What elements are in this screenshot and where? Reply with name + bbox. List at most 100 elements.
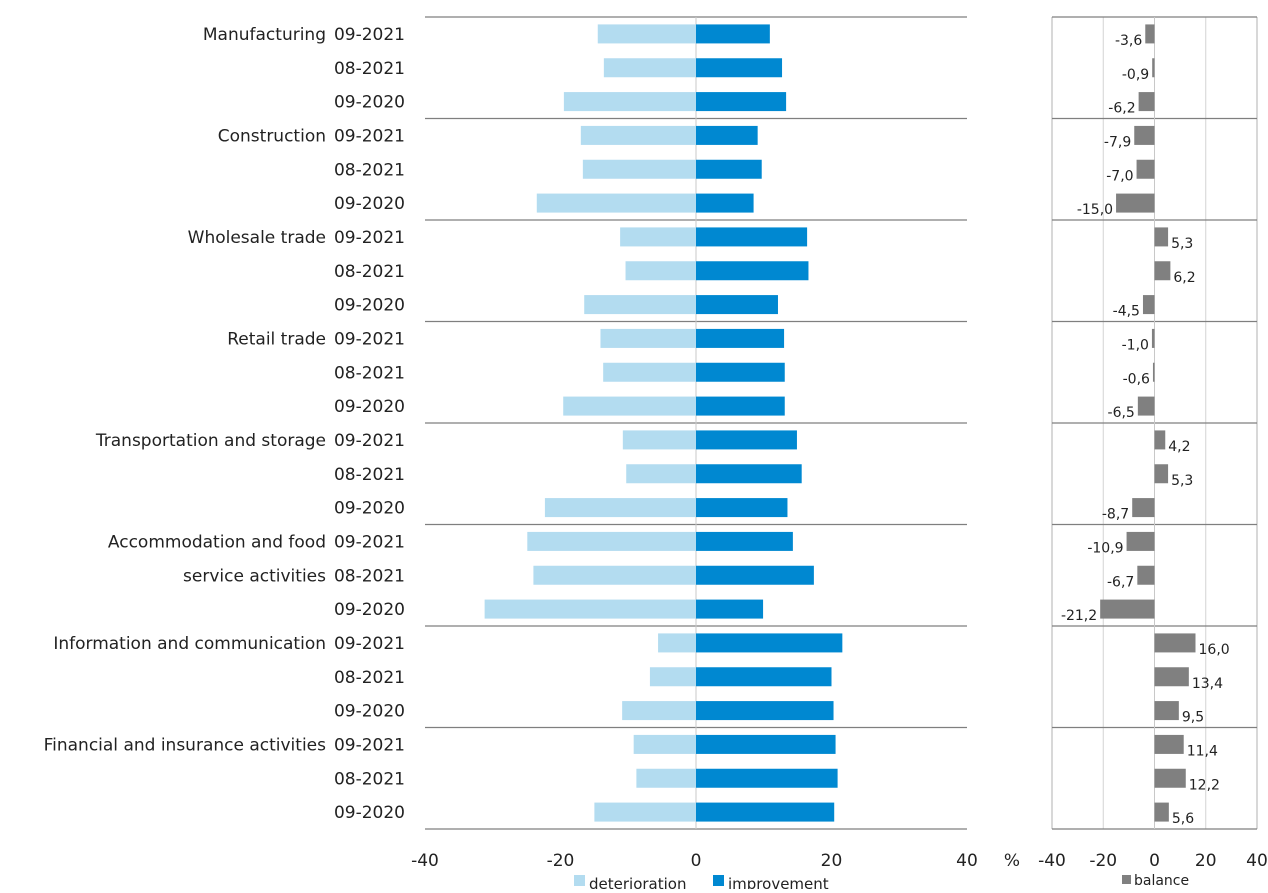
improvement-bar: [696, 565, 814, 585]
improvement-bar: [696, 396, 785, 416]
balance-bar: [1137, 396, 1155, 416]
period-label: 09-2020: [334, 194, 405, 214]
balance-bar: [1154, 227, 1169, 247]
sector-label: Manufacturing: [203, 25, 326, 45]
period-label: 09-2021: [334, 25, 405, 45]
deterioration-bar: [600, 328, 696, 348]
balance-data-label: -1,0: [1122, 337, 1149, 353]
deterioration-bar: [536, 193, 696, 213]
legend-label-improvement: improvement: [728, 875, 829, 889]
period-label: 09-2020: [334, 803, 405, 823]
period-label: 08-2021: [334, 160, 405, 180]
balance-data-label: 6,2: [1173, 270, 1195, 286]
balance-data-label: -8,7: [1102, 507, 1129, 523]
improvement-bar: [696, 531, 793, 551]
deterioration-bar: [584, 295, 696, 315]
balance-bar: [1154, 261, 1171, 281]
improvement-bar: [696, 328, 785, 348]
improvement-bar: [696, 667, 832, 687]
deterioration-bar: [603, 58, 696, 78]
improvement-bar: [696, 58, 783, 78]
balance-bar: [1154, 667, 1189, 687]
legend-swatch-improvement: [713, 875, 724, 886]
improvement-bar: [696, 464, 802, 484]
balance-x-tick-label: 40: [1246, 851, 1268, 871]
balance-bar: [1145, 24, 1155, 44]
balance-bar: [1116, 193, 1155, 213]
improvement-bar: [696, 125, 758, 145]
period-label: 09-2021: [334, 431, 405, 451]
balance-data-label: 16,0: [1199, 642, 1230, 658]
balance-bar: [1152, 362, 1155, 382]
period-label: 09-2021: [334, 126, 405, 146]
improvement-bar: [696, 92, 787, 112]
balance-data-label: -6,7: [1107, 574, 1134, 590]
period-label: 08-2021: [334, 262, 405, 282]
balance-data-label: 12,2: [1189, 777, 1220, 793]
deterioration-bar: [649, 667, 696, 687]
balance-bar: [1154, 633, 1196, 653]
legend-label-balance: balance: [1134, 873, 1189, 889]
deterioration-bar: [580, 125, 696, 145]
deterioration-bar: [625, 261, 696, 281]
balance-data-label: 5,3: [1171, 473, 1193, 489]
period-label: 08-2021: [334, 363, 405, 383]
improvement-bar: [696, 193, 754, 213]
improvement-bar: [696, 24, 770, 44]
balance-x-tick-label: 20: [1195, 851, 1217, 871]
deterioration-bar: [582, 159, 696, 179]
improvement-bar: [696, 159, 762, 179]
period-label: 09-2020: [334, 397, 405, 417]
improvement-bar: [696, 498, 788, 518]
deterioration-bar: [563, 92, 696, 112]
period-label: 09-2020: [334, 499, 405, 519]
sector-label: Accommodation and food: [108, 532, 326, 552]
deterioration-bar: [544, 498, 696, 518]
balance-bar: [1154, 802, 1169, 822]
improvement-bar: [696, 261, 809, 281]
legend-label-deterioration: deterioration: [589, 875, 686, 889]
deterioration-bar: [658, 633, 696, 653]
balance-data-label: 4,2: [1168, 439, 1190, 455]
deterioration-bar: [603, 362, 696, 382]
deterioration-bar: [636, 768, 696, 788]
x-tick-label: -40: [411, 851, 439, 871]
period-label: 09-2021: [334, 228, 405, 248]
balance-data-label: -4,5: [1113, 304, 1140, 320]
balance-bar: [1154, 464, 1169, 484]
balance-data-label: 13,4: [1192, 676, 1223, 692]
deterioration-bar: [533, 565, 696, 585]
balance-data-label: -10,9: [1087, 540, 1123, 556]
balance-data-label: -7,0: [1106, 168, 1133, 184]
balance-bar: [1138, 92, 1155, 112]
period-label: 09-2020: [334, 600, 405, 620]
balance-data-label: -3,6: [1115, 33, 1142, 49]
sector-label: Wholesale trade: [188, 228, 326, 248]
sector-label: Construction: [218, 126, 326, 146]
x-tick-label: 20: [821, 851, 843, 871]
deterioration-bar: [484, 599, 696, 619]
improvement-bar: [696, 802, 835, 822]
balance-bar: [1137, 565, 1155, 585]
balance-bar: [1151, 328, 1155, 348]
balance-data-label: -6,5: [1108, 405, 1135, 421]
period-label: 09-2020: [334, 296, 405, 316]
improvement-bar: [696, 768, 838, 788]
period-label: 08-2021: [334, 566, 405, 586]
sector-label: Transportation and storage: [95, 431, 326, 451]
deterioration-bar: [563, 396, 696, 416]
improvement-bar: [696, 295, 778, 315]
balance-bar: [1126, 531, 1155, 551]
balance-data-label: 5,6: [1172, 811, 1194, 827]
improvement-bar: [696, 734, 836, 754]
balance-data-label: 9,5: [1182, 710, 1204, 726]
balance-data-label: -21,2: [1061, 608, 1097, 624]
deterioration-bar: [527, 531, 696, 551]
period-label: 08-2021: [334, 769, 405, 789]
period-label: 08-2021: [334, 668, 405, 688]
balance-data-label: 5,3: [1171, 236, 1193, 252]
balance-data-label: -0,9: [1122, 67, 1149, 83]
balance-bar: [1132, 498, 1155, 518]
